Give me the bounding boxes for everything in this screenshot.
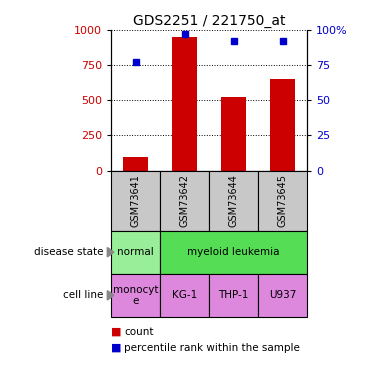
Bar <box>123 157 148 171</box>
Text: GSM73642: GSM73642 <box>179 174 189 227</box>
Bar <box>221 98 246 171</box>
Text: KG-1: KG-1 <box>172 290 197 300</box>
Bar <box>172 37 197 171</box>
Title: GDS2251 / 221750_at: GDS2251 / 221750_at <box>133 13 285 28</box>
Text: U937: U937 <box>269 290 296 300</box>
Text: cell line: cell line <box>63 290 104 300</box>
Text: monocyt
e: monocyt e <box>113 285 158 306</box>
Text: normal: normal <box>117 247 154 257</box>
Text: percentile rank within the sample: percentile rank within the sample <box>124 343 300 353</box>
Bar <box>270 79 295 171</box>
Text: disease state: disease state <box>34 247 104 257</box>
Text: ■: ■ <box>111 343 121 353</box>
Text: GSM73641: GSM73641 <box>131 174 141 227</box>
Text: GSM73645: GSM73645 <box>278 174 287 227</box>
Text: GSM73644: GSM73644 <box>229 174 239 227</box>
Text: THP-1: THP-1 <box>218 290 249 300</box>
Text: count: count <box>124 327 154 337</box>
Text: myeloid leukemia: myeloid leukemia <box>187 247 280 257</box>
Text: ■: ■ <box>111 327 121 337</box>
